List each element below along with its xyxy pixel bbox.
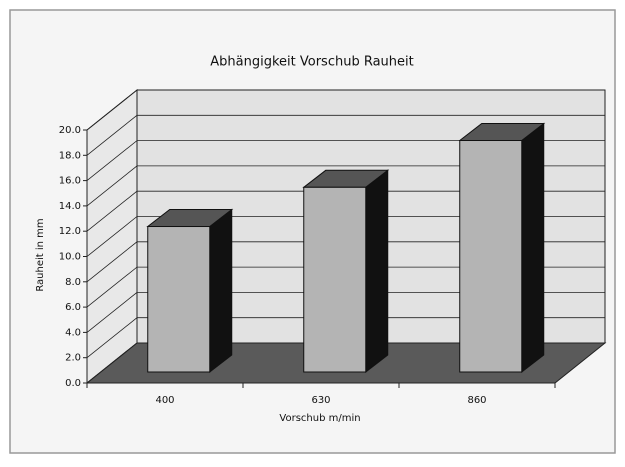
grid-line <box>86 342 605 384</box>
grid-line <box>86 266 605 308</box>
y-tick-label: 8.0 <box>65 277 81 288</box>
y-tick-label: 12.0 <box>59 226 81 237</box>
x-tick-label: 860 <box>467 395 486 406</box>
y-tick-label: 18.0 <box>59 150 81 161</box>
bar-side <box>521 122 545 374</box>
y-axis-label: Rauheit in mm <box>35 218 46 291</box>
y-tick-label: 14.0 <box>59 201 81 212</box>
chart-title: Abhängigkeit Vorschub Rauheit <box>210 55 413 70</box>
grid-line <box>86 190 605 232</box>
grid-line <box>86 140 605 181</box>
grid-line <box>86 241 605 283</box>
x-tick-label: 400 <box>155 395 174 406</box>
grid-line <box>86 291 605 333</box>
bar <box>303 186 367 373</box>
y-tick-label: 20.0 <box>59 125 81 136</box>
y-tick-label: 2.0 <box>65 353 81 364</box>
y-tick-label: 6.0 <box>65 302 81 313</box>
grid-line <box>86 165 605 207</box>
bar <box>147 226 211 373</box>
x-tick-label: 630 <box>311 395 330 406</box>
y-tick-label: 16.0 <box>59 176 81 187</box>
y-tick-label: 0.0 <box>65 378 81 389</box>
grid-line <box>86 114 605 156</box>
x-axis-label: Vorschub m/min <box>279 413 360 424</box>
y-tick-label: 10.0 <box>59 252 81 263</box>
grid-line <box>86 317 605 359</box>
grid-line <box>86 89 605 131</box>
bar <box>459 140 523 373</box>
bar-side <box>209 208 233 374</box>
grid-line <box>86 216 605 257</box>
y-tick-label: 4.0 <box>65 327 81 338</box>
bar-side <box>365 169 389 374</box>
